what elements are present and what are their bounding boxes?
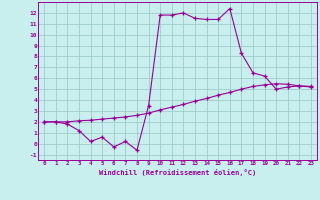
X-axis label: Windchill (Refroidissement éolien,°C): Windchill (Refroidissement éolien,°C) bbox=[99, 169, 256, 176]
